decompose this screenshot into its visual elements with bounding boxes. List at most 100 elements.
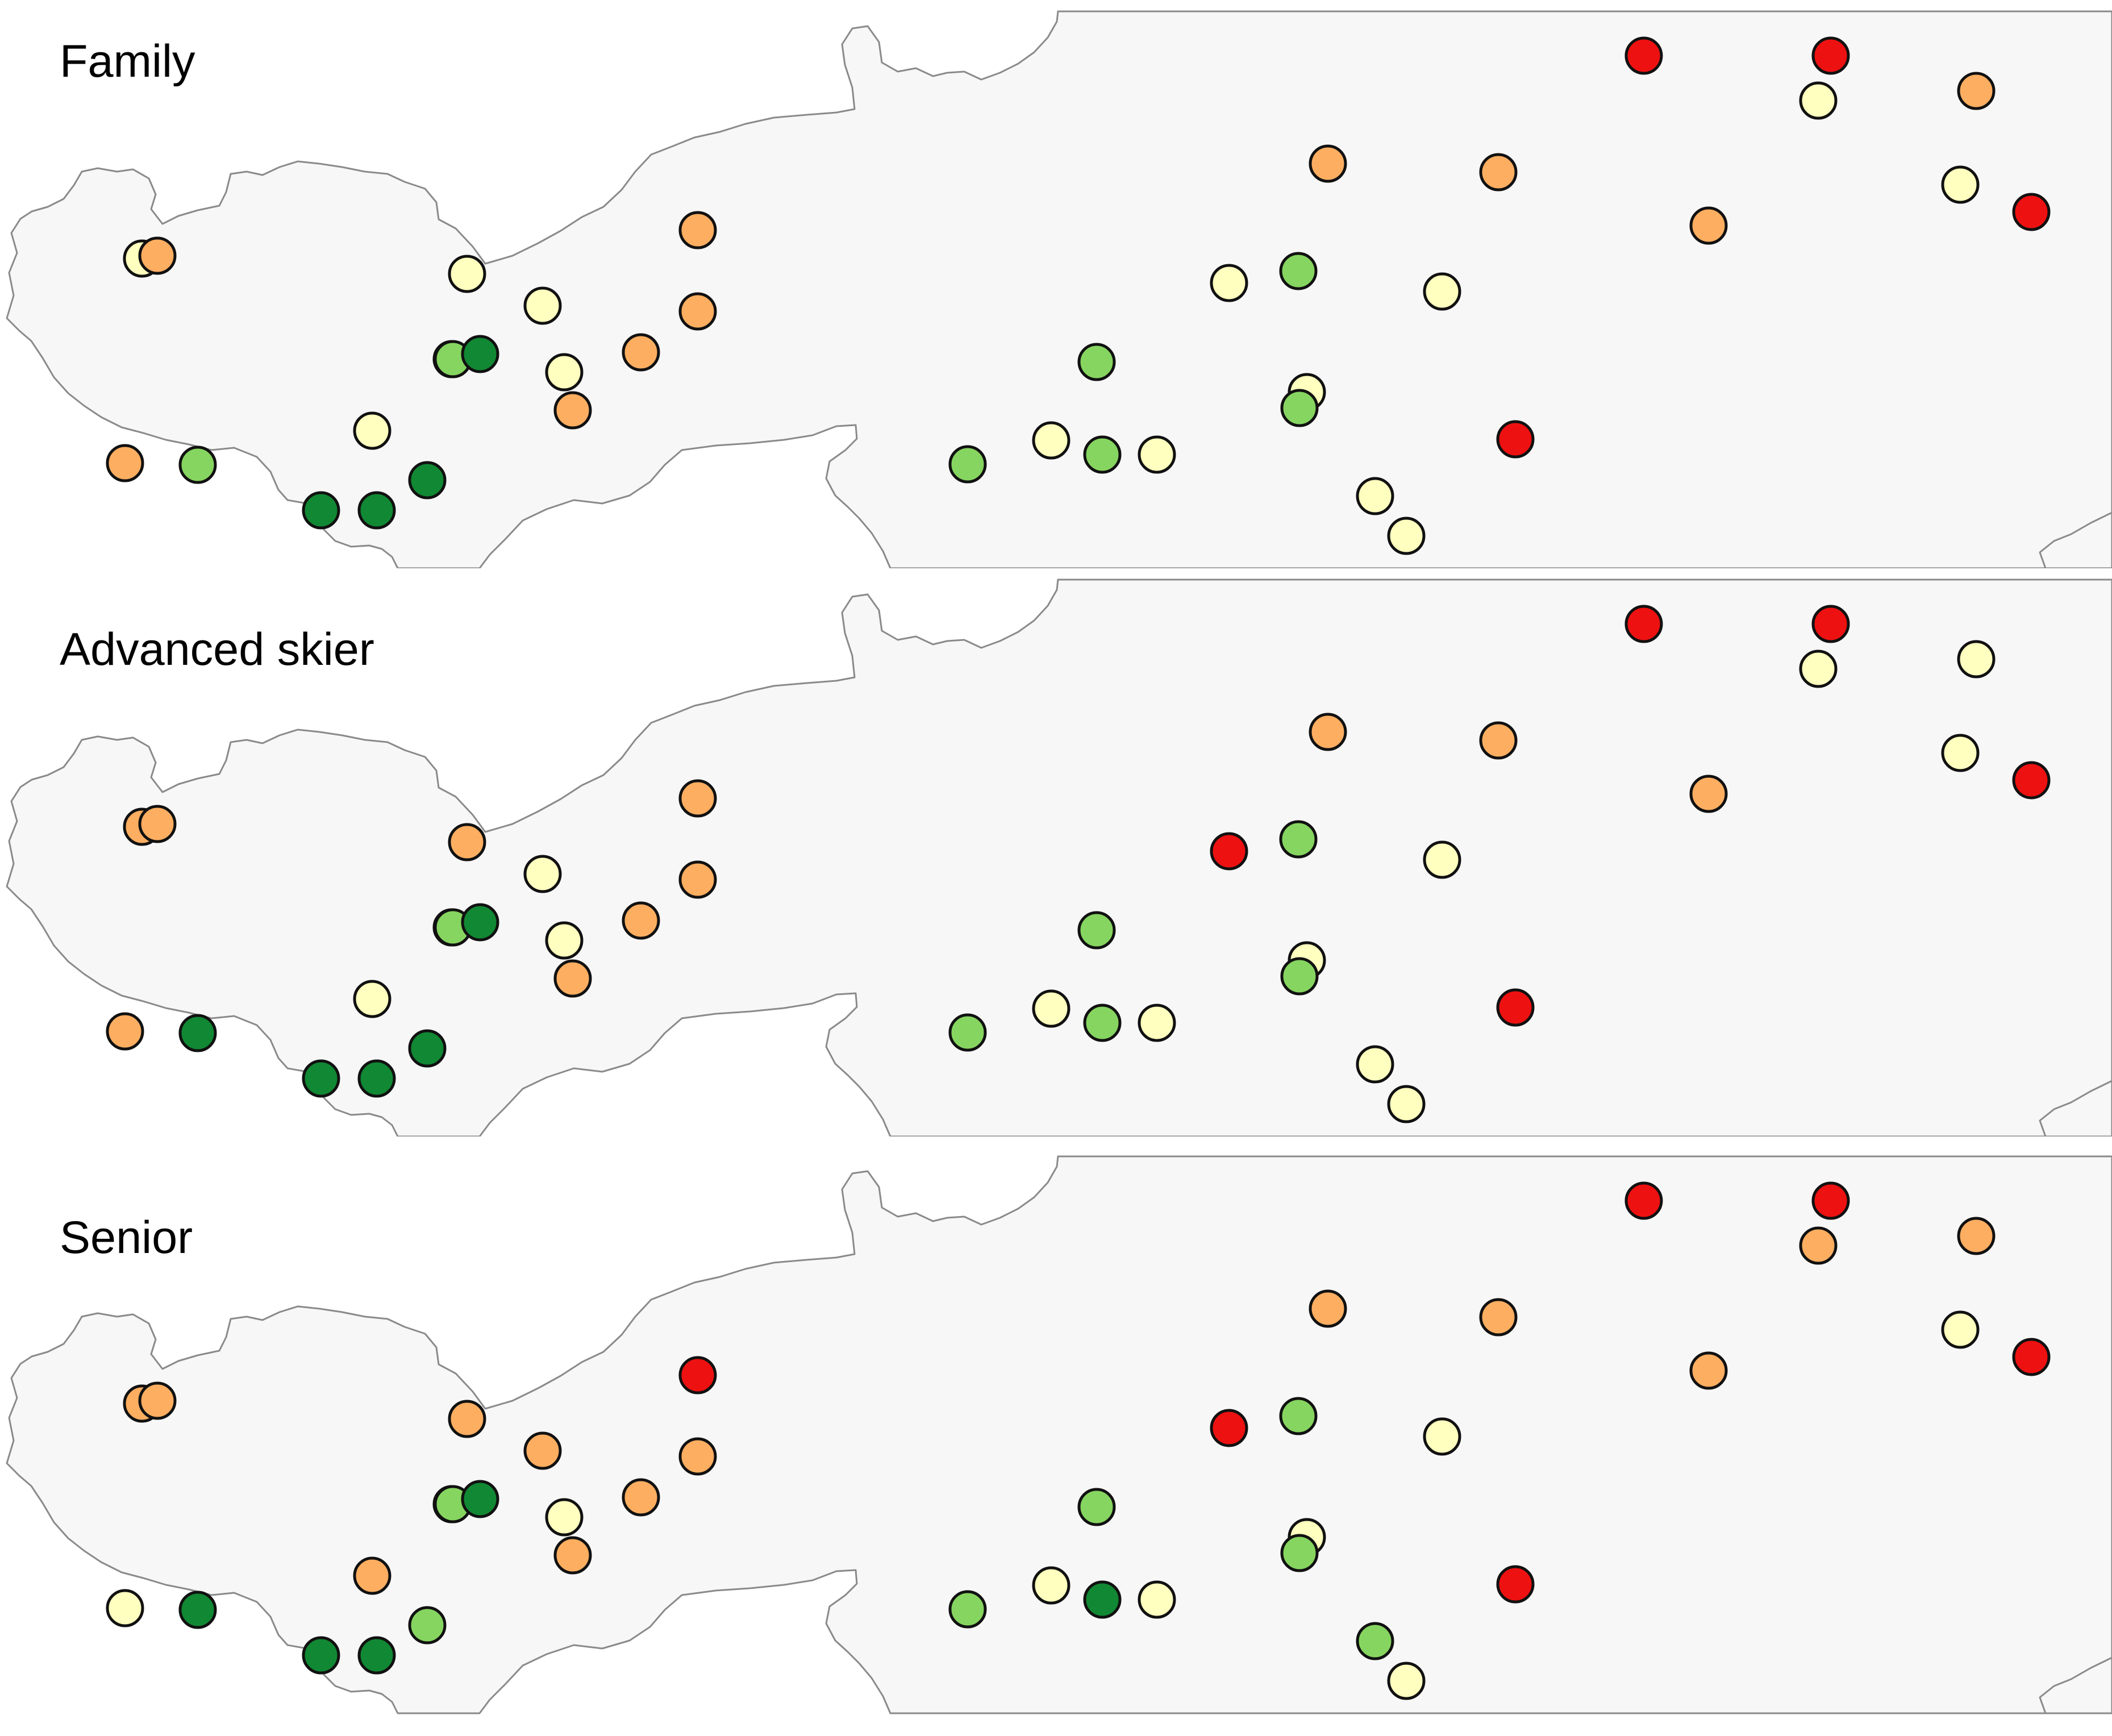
resort-marker-dark-green — [357, 491, 396, 530]
resort-marker-orange — [523, 1431, 562, 1470]
resort-marker-light-yellow — [1032, 1566, 1070, 1605]
resort-marker-red — [2012, 761, 2051, 800]
panel-separator — [0, 568, 2112, 580]
resort-marker-light-yellow — [448, 255, 486, 293]
resort-marker-light-yellow — [1957, 640, 1996, 678]
resort-marker-red — [1624, 1181, 1663, 1220]
map-panel: Family — [0, 10, 2112, 580]
resort-marker-red — [2012, 1338, 2051, 1376]
resort-marker-dark-green — [178, 1014, 217, 1052]
resort-marker-orange — [678, 292, 717, 331]
resort-marker-dark-green — [461, 903, 499, 942]
resort-marker-light-green — [1083, 1004, 1122, 1042]
resort-marker-orange — [138, 805, 177, 843]
resort-marker-light-yellow — [545, 921, 584, 960]
resort-marker-light-yellow — [1941, 165, 1980, 204]
resort-marker-light-yellow — [1941, 1310, 1980, 1349]
resort-marker-light-yellow — [353, 980, 391, 1018]
resort-marker-red — [1210, 1409, 1248, 1447]
resort-marker-red — [678, 1356, 717, 1394]
resort-marker-dark-green — [178, 1591, 217, 1629]
resort-marker-orange — [678, 211, 717, 249]
resort-marker-orange — [1479, 1298, 1518, 1337]
resort-marker-light-green — [948, 1590, 987, 1629]
resort-marker-red — [1811, 605, 1850, 643]
resort-marker-orange — [1479, 721, 1518, 760]
resort-marker-dark-green — [461, 335, 499, 373]
resort-marker-orange — [1479, 153, 1518, 191]
resort-marker-light-green — [1280, 1534, 1319, 1572]
resort-marker-dark-green — [302, 1059, 340, 1098]
resort-marker-dark-green — [357, 1636, 396, 1675]
resort-marker-red — [1811, 36, 1850, 75]
resort-marker-light-yellow — [1138, 1004, 1176, 1042]
region-outline — [6, 578, 2112, 1138]
resort-marker-orange — [678, 779, 717, 818]
resort-marker-dark-green — [357, 1059, 396, 1098]
resort-marker-light-green — [1279, 252, 1318, 290]
resort-marker-orange — [1689, 1351, 1728, 1390]
resort-marker-red — [1811, 1181, 1850, 1220]
panel-title: Family — [60, 36, 195, 87]
resort-marker-orange — [448, 823, 486, 861]
resort-marker-dark-green — [408, 1029, 447, 1068]
panels-layer: Family Advanced skier Senior — [0, 10, 2112, 1714]
resort-marker-orange — [448, 1400, 486, 1438]
resort-marker-light-yellow — [353, 411, 391, 450]
resort-marker-light-green — [1356, 1622, 1394, 1660]
resort-marker-light-green — [1280, 957, 1319, 996]
resort-marker-orange — [1799, 1226, 1838, 1265]
resort-marker-orange — [106, 444, 144, 482]
panel-title: Advanced skier — [60, 624, 374, 675]
resort-marker-orange — [1309, 713, 1347, 751]
resort-marker-orange — [678, 1437, 717, 1476]
resort-marker-light-yellow — [1799, 81, 1838, 120]
resort-marker-light-yellow — [523, 286, 562, 325]
resort-marker-orange — [1689, 775, 1728, 813]
resort-marker-orange — [553, 959, 592, 998]
resort-marker-light-yellow — [545, 1498, 584, 1537]
resort-marker-orange — [553, 1536, 592, 1575]
resort-marker-light-green — [1083, 435, 1122, 474]
region-outline — [6, 1155, 2112, 1714]
resort-marker-light-green — [1077, 911, 1116, 950]
resort-marker-light-yellow — [1138, 435, 1176, 474]
resort-marker-light-yellow — [1423, 272, 1461, 311]
resort-marker-light-green — [948, 445, 987, 484]
panel-separator — [0, 1136, 2112, 1148]
resort-marker-light-green — [1077, 343, 1116, 381]
resort-marker-light-yellow — [1356, 1045, 1394, 1084]
resort-marker-orange — [138, 236, 177, 275]
map-panel: Advanced skier — [0, 578, 2112, 1148]
resort-marker-orange — [622, 1478, 660, 1517]
resort-marker-light-yellow — [1799, 650, 1838, 688]
panel-title: Senior — [60, 1212, 193, 1263]
resort-marker-orange — [1689, 206, 1728, 245]
resort-marker-orange — [622, 333, 660, 372]
resort-marker-dark-green — [1083, 1580, 1122, 1619]
resort-marker-light-yellow — [545, 353, 584, 392]
resort-marker-red — [1496, 988, 1535, 1027]
resort-marker-orange — [1957, 72, 1996, 110]
map-panel: Senior — [6, 1155, 2112, 1714]
resort-marker-light-yellow — [106, 1589, 144, 1627]
resort-marker-light-yellow — [1941, 734, 1980, 772]
resort-marker-dark-green — [461, 1480, 499, 1518]
resort-marker-light-yellow — [1032, 989, 1070, 1028]
resort-marker-red — [1496, 1565, 1535, 1604]
resort-marker-orange — [138, 1381, 177, 1420]
resort-marker-red — [1496, 420, 1535, 459]
resort-marker-light-yellow — [1387, 1085, 1426, 1123]
resort-marker-light-yellow — [1210, 264, 1248, 302]
resort-marker-orange — [1957, 1217, 1996, 1255]
resort-marker-red — [1624, 36, 1663, 75]
resort-marker-red — [1624, 605, 1663, 643]
resort-marker-light-yellow — [1138, 1580, 1176, 1619]
resort-marker-light-yellow — [1032, 421, 1070, 460]
resort-marker-orange — [1309, 144, 1347, 183]
resort-marker-dark-green — [408, 461, 447, 499]
resort-marker-light-yellow — [523, 855, 562, 893]
region-outline — [6, 10, 2112, 569]
resort-marker-light-green — [408, 1606, 447, 1645]
